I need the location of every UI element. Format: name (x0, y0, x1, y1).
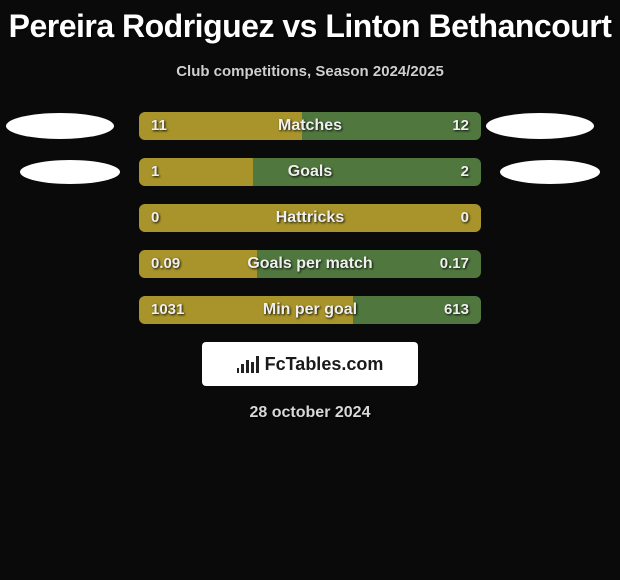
left-player-ellipse (6, 113, 114, 139)
date-caption: 28 october 2024 (0, 404, 620, 422)
stat-row: 1031613Min per goal (0, 296, 620, 324)
stat-value-left: 1 (139, 158, 171, 186)
stat-row: 12Goals (0, 158, 620, 186)
page-title: Pereira Rodriguez vs Linton Bethancourt (0, 0, 620, 45)
stat-value-right: 12 (440, 112, 481, 140)
fctables-logo: FcTables.com (202, 342, 418, 386)
stat-value-right: 0 (449, 204, 481, 232)
stat-bar: 12Goals (139, 158, 481, 186)
stat-bar-left (139, 204, 481, 232)
right-player-ellipse (500, 160, 600, 184)
stat-row: 1112Matches (0, 112, 620, 140)
stat-value-right: 2 (449, 158, 481, 186)
stats-container: 1112Matches12Goals00Hattricks0.090.17Goa… (0, 112, 620, 324)
subtitle: Club competitions, Season 2024/2025 (0, 63, 620, 80)
left-player-ellipse (20, 160, 120, 184)
logo-text: FcTables.com (265, 354, 384, 375)
stat-value-left: 1031 (139, 296, 196, 324)
stat-value-right: 613 (432, 296, 481, 324)
stat-row: 0.090.17Goals per match (0, 250, 620, 278)
stat-value-left: 0.09 (139, 250, 192, 278)
stat-bar: 1031613Min per goal (139, 296, 481, 324)
right-player-ellipse (486, 113, 594, 139)
stat-bar: 00Hattricks (139, 204, 481, 232)
stat-bar: 0.090.17Goals per match (139, 250, 481, 278)
stat-value-right: 0.17 (428, 250, 481, 278)
stat-row: 00Hattricks (0, 204, 620, 232)
stat-value-left: 0 (139, 204, 171, 232)
stat-value-left: 11 (139, 112, 179, 140)
stat-bar: 1112Matches (139, 112, 481, 140)
logo-bars-icon (237, 355, 259, 373)
stat-bar-right (253, 158, 481, 186)
